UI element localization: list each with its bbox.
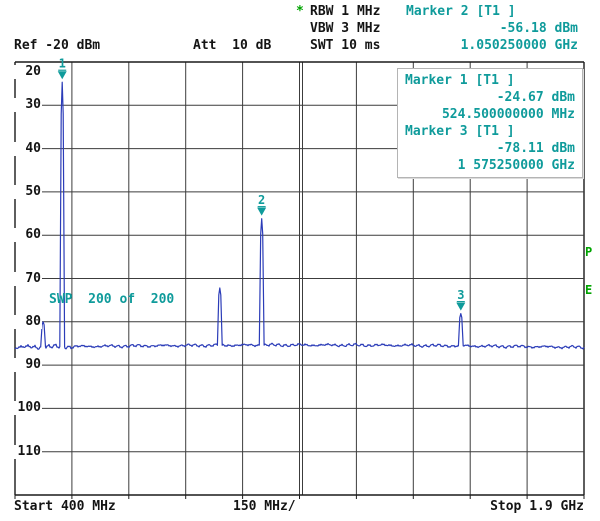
marker1-level: -24.67 dBm [496, 90, 575, 105]
marker-3-symbol [456, 302, 466, 311]
trace-line [14, 81, 585, 350]
marker-3-label: 3 [457, 288, 464, 302]
marker2-frequency: 1.050250000 GHz [460, 38, 578, 53]
marker3-frequency: 1 575250000 GHz [457, 158, 575, 173]
marker2-title: Marker 2 [T1 ] [406, 4, 516, 19]
start-frequency-label: Start 400 MHz [14, 499, 116, 514]
rbw-star-indicator-icon: * [296, 4, 304, 19]
marker-1-symbol [57, 71, 67, 80]
vbw-label: VBW 3 MHz [310, 21, 381, 36]
y-axis-label: 70 [10, 271, 42, 286]
marker1-frequency: 524.500000000 MHz [441, 107, 575, 122]
attenuation-label: Att 10 dB [193, 38, 272, 53]
y-axis-label: 60 [10, 228, 42, 243]
y-axis-label: 50 [10, 184, 42, 199]
marker-1-label: 1 [59, 57, 66, 71]
y-axis-label: 100 [10, 401, 42, 416]
ref-level-label: Ref -20 dBm [14, 38, 101, 53]
y-axis-label: 90 [10, 358, 42, 373]
marker-2-symbol [257, 207, 267, 216]
marker3-level: -78.11 dBm [496, 141, 575, 156]
marker2-level: -56.18 dBm [499, 21, 578, 36]
marker3-title: Marker 3 [T1 ] [405, 124, 515, 139]
sweep-status: SWP 200 of 200 [49, 292, 175, 307]
y-axis-label: 30 [10, 98, 42, 113]
span-per-div-label: 150 MHz/ [233, 499, 296, 514]
y-axis-label: 80 [10, 314, 42, 329]
marker-2-label: 2 [258, 193, 265, 207]
y-axis-label: 110 [10, 444, 42, 459]
y-axis-label: 20 [10, 65, 42, 79]
rbw-label: RBW 1 MHz [310, 4, 381, 19]
y-axis-label: 40 [10, 141, 42, 156]
marker-info-box: Marker 1 [T1 ] -24.67 dBm 524.500000000 … [397, 68, 583, 178]
sweep-time-label: SWT 10 ms [310, 38, 381, 53]
status-letter-p: P [585, 245, 593, 259]
status-letter-e: E [585, 283, 593, 297]
marker1-title: Marker 1 [T1 ] [405, 73, 515, 88]
stop-frequency-label: Stop 1.9 GHz [490, 499, 584, 514]
